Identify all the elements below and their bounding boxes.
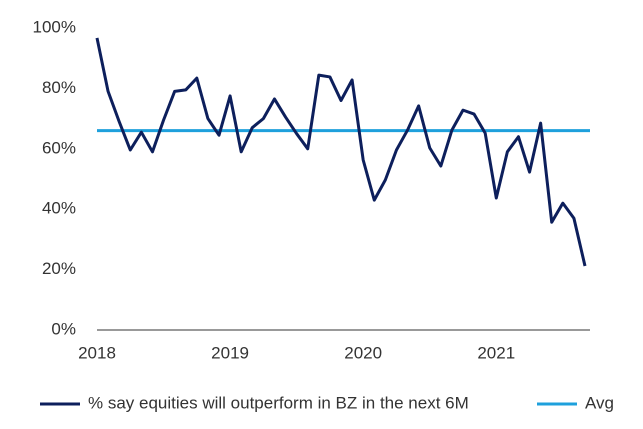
legend-label: % say equities will outperform in BZ in … (88, 393, 469, 412)
x-tick-label: 2019 (211, 343, 249, 362)
x-tick-label: 2021 (477, 343, 515, 362)
y-tick-label: 0% (51, 319, 76, 338)
y-tick-label: 100% (33, 17, 76, 36)
data-line (95, 37, 587, 267)
y-tick-label: 60% (42, 138, 76, 157)
y-tick-label: 80% (42, 78, 76, 97)
y-tick-label: 20% (42, 259, 76, 278)
x-tick-label: 2020 (344, 343, 382, 362)
y-tick-label: 40% (42, 199, 76, 218)
legend-label: Avg (585, 393, 614, 412)
x-tick-label: 2018 (78, 343, 116, 362)
